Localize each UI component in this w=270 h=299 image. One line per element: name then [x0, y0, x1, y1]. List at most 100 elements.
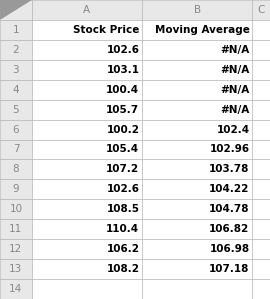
Bar	[252, 259, 270, 279]
Bar	[0, 40, 32, 60]
Text: 102.6: 102.6	[106, 184, 139, 194]
Bar	[142, 20, 252, 40]
Bar	[252, 0, 270, 20]
Text: 5: 5	[13, 105, 19, 115]
Bar	[32, 80, 142, 100]
Bar	[32, 259, 142, 279]
Bar	[0, 199, 32, 219]
Text: Moving Average: Moving Average	[155, 25, 249, 35]
Bar	[32, 159, 142, 179]
Text: 106.2: 106.2	[106, 244, 139, 254]
Text: 108.2: 108.2	[106, 264, 139, 274]
Bar	[0, 239, 32, 259]
Text: 13: 13	[9, 264, 23, 274]
Text: 10: 10	[9, 204, 22, 214]
Text: 104.22: 104.22	[209, 184, 249, 194]
Bar	[142, 80, 252, 100]
Bar	[142, 219, 252, 239]
Text: 102.4: 102.4	[216, 125, 249, 135]
Text: 14: 14	[9, 284, 23, 294]
Bar	[0, 259, 32, 279]
Bar	[32, 60, 142, 80]
Bar	[142, 159, 252, 179]
Bar	[32, 100, 142, 120]
Bar	[252, 179, 270, 199]
Text: 107.2: 107.2	[106, 164, 139, 174]
Bar	[0, 219, 32, 239]
Bar	[0, 279, 32, 299]
Bar	[252, 159, 270, 179]
Bar	[252, 80, 270, 100]
Text: #N/A: #N/A	[220, 105, 249, 115]
Bar	[0, 80, 32, 100]
Bar	[252, 219, 270, 239]
Text: 4: 4	[13, 85, 19, 95]
Text: 104.78: 104.78	[209, 204, 249, 214]
Text: 9: 9	[13, 184, 19, 194]
Text: 106.98: 106.98	[209, 244, 249, 254]
Bar	[0, 0, 32, 20]
Text: #N/A: #N/A	[220, 45, 249, 55]
Text: 2: 2	[13, 45, 19, 55]
Text: 110.4: 110.4	[106, 224, 139, 234]
Text: 103.1: 103.1	[106, 65, 139, 75]
Bar	[0, 159, 32, 179]
Text: 102.96: 102.96	[209, 144, 249, 155]
Text: 6: 6	[13, 125, 19, 135]
Bar	[142, 120, 252, 140]
Bar	[0, 60, 32, 80]
Text: 106.82: 106.82	[209, 224, 249, 234]
Text: A: A	[83, 5, 90, 15]
Bar	[142, 179, 252, 199]
Bar	[0, 20, 32, 40]
Text: 102.6: 102.6	[106, 45, 139, 55]
Bar	[32, 219, 142, 239]
Bar	[32, 239, 142, 259]
Bar	[252, 120, 270, 140]
Text: C: C	[257, 5, 265, 15]
Text: 100.4: 100.4	[106, 85, 139, 95]
Bar	[252, 140, 270, 159]
Text: 107.18: 107.18	[209, 264, 249, 274]
Bar	[252, 100, 270, 120]
Text: 8: 8	[13, 164, 19, 174]
Bar	[32, 0, 142, 20]
Text: Stock Price: Stock Price	[73, 25, 139, 35]
Bar	[0, 100, 32, 120]
Text: #N/A: #N/A	[220, 85, 249, 95]
Bar	[32, 179, 142, 199]
Text: 3: 3	[13, 65, 19, 75]
Text: 105.4: 105.4	[106, 144, 139, 155]
Bar	[252, 20, 270, 40]
Bar	[252, 279, 270, 299]
Bar	[252, 199, 270, 219]
Text: 100.2: 100.2	[106, 125, 139, 135]
Text: 108.5: 108.5	[106, 204, 139, 214]
Bar	[142, 0, 252, 20]
Text: 12: 12	[9, 244, 23, 254]
Bar	[0, 179, 32, 199]
Bar	[32, 120, 142, 140]
Bar	[142, 239, 252, 259]
Bar	[252, 40, 270, 60]
Bar	[252, 239, 270, 259]
Bar	[142, 100, 252, 120]
Text: 11: 11	[9, 224, 23, 234]
Text: B: B	[194, 5, 201, 15]
Text: 103.78: 103.78	[209, 164, 249, 174]
Bar	[0, 120, 32, 140]
Bar	[142, 60, 252, 80]
Bar	[142, 140, 252, 159]
Text: 7: 7	[13, 144, 19, 155]
Polygon shape	[0, 0, 32, 20]
Bar	[142, 40, 252, 60]
Bar	[142, 199, 252, 219]
Text: 1: 1	[13, 25, 19, 35]
Bar	[0, 140, 32, 159]
Bar	[252, 60, 270, 80]
Bar	[142, 259, 252, 279]
Bar	[142, 279, 252, 299]
Bar	[32, 40, 142, 60]
Text: 105.7: 105.7	[106, 105, 139, 115]
Text: #N/A: #N/A	[220, 65, 249, 75]
